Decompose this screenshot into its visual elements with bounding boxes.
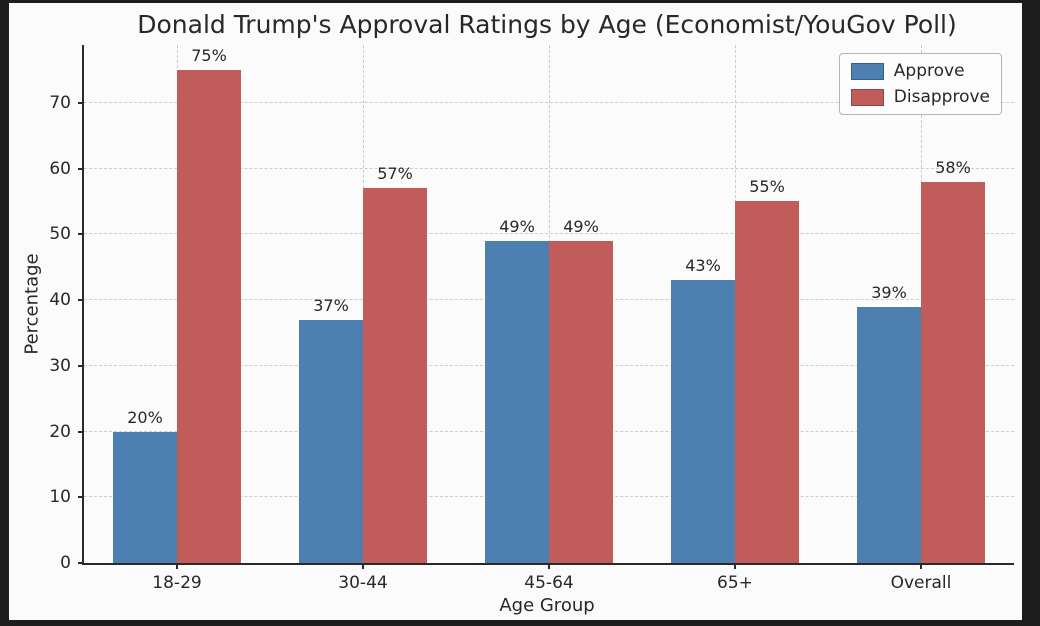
- bar-value-label: 43%: [685, 256, 721, 276]
- x-tick-mark: [920, 563, 922, 569]
- legend-swatch-disapprove: [850, 88, 884, 106]
- x-tick-label: 30-44: [338, 573, 388, 593]
- chart-figure: Donald Trump's Approval Ratings by Age (…: [9, 3, 1022, 620]
- x-tick-mark: [734, 563, 736, 569]
- y-axis-label: Percentage: [21, 253, 43, 355]
- plot-area: Percentage 0 10 20 30 40 50 60 70 18-29 20% 75% 30-…: [22, 45, 1014, 593]
- y-tick-mark: [78, 562, 84, 564]
- legend-label: Disapprove: [893, 87, 990, 107]
- x-tick-mark: [548, 563, 550, 569]
- bar-value-label: 75%: [191, 45, 227, 65]
- bar-disapprove-Overall: [921, 181, 985, 563]
- bar-value-label: 37%: [313, 295, 349, 315]
- y-tick-label: 40: [49, 290, 71, 311]
- bar-value-label: 39%: [871, 282, 907, 302]
- chart-title: Donald Trump's Approval Ratings by Age (…: [137, 10, 957, 39]
- x-tick-mark: [362, 563, 364, 569]
- bar-value-label: 49%: [499, 216, 535, 236]
- x-tick-label: 65+: [717, 573, 753, 593]
- bar-disapprove-30-44: [363, 188, 427, 563]
- bar-value-label: 58%: [935, 157, 971, 177]
- y-tick-label: 10: [49, 487, 71, 508]
- y-tick-label: 20: [49, 421, 71, 442]
- bar-approve-Overall: [857, 306, 921, 563]
- bar-disapprove-18-29: [177, 69, 241, 563]
- y-tick-mark: [78, 364, 84, 367]
- legend-item-disapprove: Disapprove: [850, 87, 990, 107]
- y-tick-mark: [78, 299, 84, 302]
- y-tick-mark: [78, 496, 84, 499]
- x-tick-label: 45-64: [524, 573, 574, 593]
- y-tick-mark: [78, 101, 84, 104]
- bar-approve-30-44: [299, 319, 363, 563]
- bar-value-label: 55%: [749, 177, 785, 197]
- bar-approve-45-64: [485, 240, 549, 563]
- y-tick-label: 50: [49, 224, 71, 245]
- bar-value-label: 20%: [127, 407, 163, 427]
- y-tick-mark: [78, 233, 84, 236]
- legend-swatch-approve: [850, 62, 884, 80]
- bar-approve-18-29: [113, 431, 177, 563]
- y-tick-mark: [78, 167, 84, 170]
- legend-label: Approve: [893, 61, 965, 81]
- bar-disapprove-45-64: [549, 240, 613, 563]
- legend-item-approve: Approve: [850, 61, 990, 81]
- x-tick-label: 18-29: [152, 573, 202, 593]
- y-tick-label: 0: [60, 553, 71, 573]
- y-tick-label: 70: [49, 92, 71, 113]
- bar-value-label: 57%: [377, 164, 413, 184]
- y-tick-mark: [78, 430, 84, 433]
- bar-disapprove-65+: [735, 201, 799, 563]
- legend: Approve Disapprove: [838, 53, 1002, 115]
- x-tick-mark: [176, 563, 178, 569]
- x-axis-label: Age Group: [499, 595, 595, 616]
- y-tick-label: 60: [49, 158, 71, 179]
- bar-approve-65+: [671, 280, 735, 563]
- bar-value-label: 49%: [563, 216, 599, 236]
- y-tick-label: 30: [49, 355, 71, 376]
- x-tick-label: Overall: [890, 573, 952, 593]
